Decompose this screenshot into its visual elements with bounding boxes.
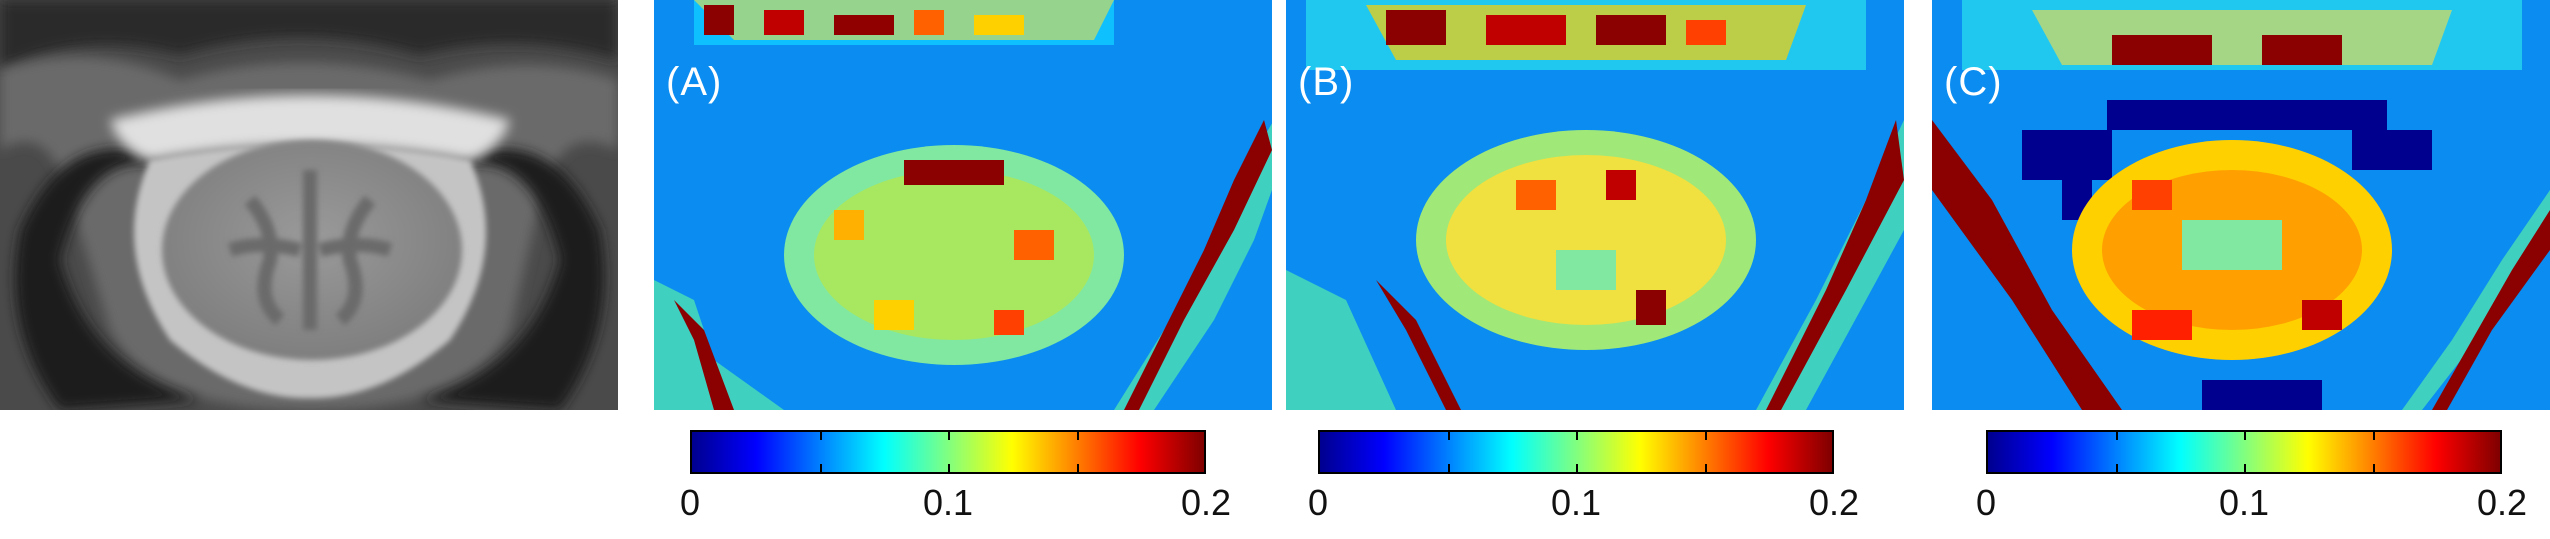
colorbar-a-mid-label: 0.1: [922, 482, 974, 523]
panel-label-c: (C): [1944, 60, 2003, 104]
panel-label-a: (A): [666, 60, 723, 104]
colorbar-b-min-label: 0: [1307, 482, 1329, 523]
parameter-map-c: [1932, 0, 2550, 410]
mri-image-panel: [0, 0, 618, 410]
colorbar-b-max-label: 0.2: [1808, 482, 1860, 523]
map-panel-b: (B): [1286, 0, 1904, 410]
colorbar-c-mid-label: 0.1: [2218, 482, 2270, 523]
parameter-map-b: [1286, 0, 1904, 410]
colorbar-a-min-label: 0: [679, 482, 701, 523]
colorbar-b-mid-label: 0.1: [1550, 482, 1602, 523]
parameter-map-a: [654, 0, 1272, 410]
colorbar-c: [1986, 430, 2502, 474]
colorbar-b: [1318, 430, 1834, 474]
colorbar-c-min-label: 0: [1975, 482, 1997, 523]
map-panel-a: (A): [654, 0, 1272, 410]
panel-label-b: (B): [1298, 60, 1355, 104]
colorbar-a: [690, 430, 1206, 474]
map-panel-c: (C): [1932, 0, 2550, 410]
colorbar-a-max-label: 0.2: [1180, 482, 1232, 523]
mri-image: [0, 0, 618, 410]
colorbar-c-max-label: 0.2: [2476, 482, 2528, 523]
